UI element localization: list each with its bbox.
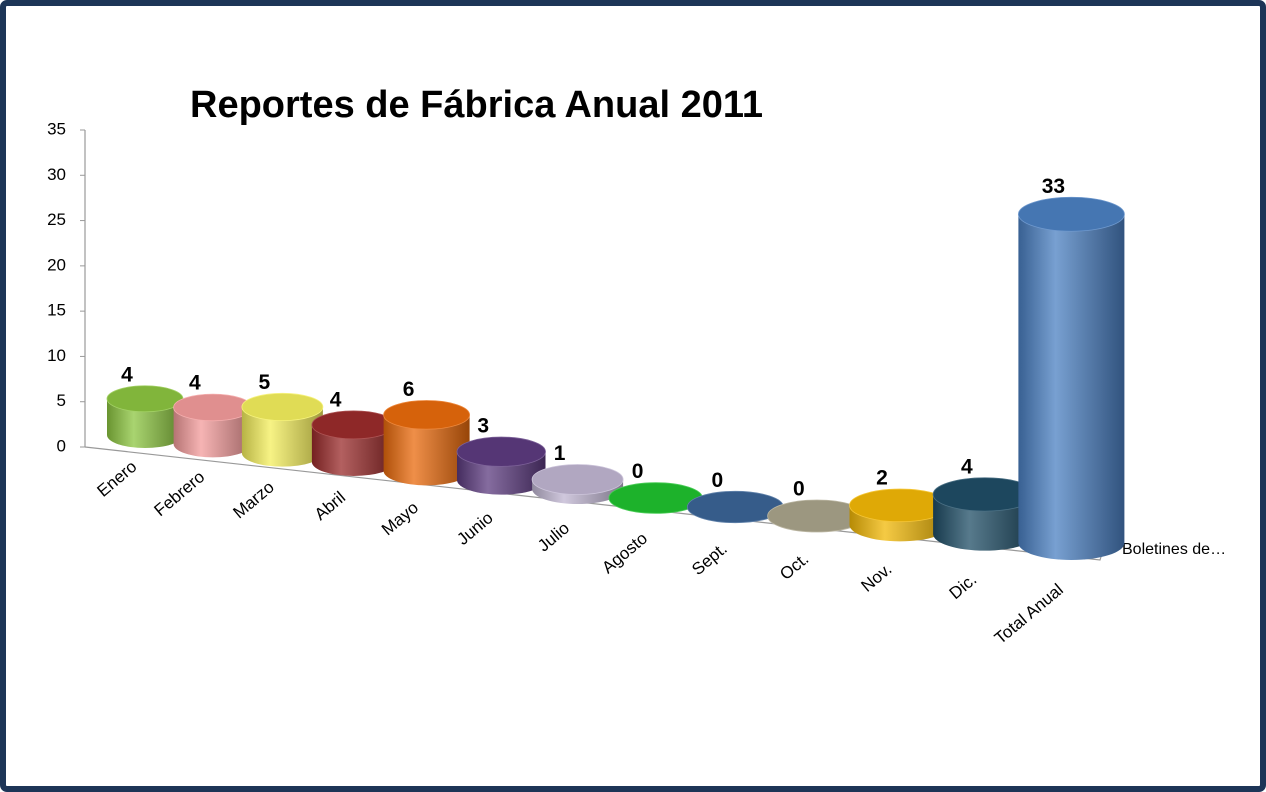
y-tick-label: 0 [57, 436, 66, 455]
data-label: 0 [712, 469, 724, 492]
data-label: 1 [554, 442, 566, 465]
cylinder-body [173, 407, 253, 458]
cylinder-top [173, 393, 253, 422]
cylinder-top [531, 464, 624, 495]
data-label: 0 [632, 460, 644, 483]
y-tick-label: 30 [47, 165, 66, 184]
data-label: 33 [1042, 175, 1065, 198]
data-label: 4 [961, 455, 973, 478]
data-label: 2 [876, 467, 888, 490]
data-label: 4 [121, 363, 133, 386]
data-label: 6 [403, 378, 415, 401]
cylinder-top [383, 400, 471, 430]
data-label: 4 [189, 372, 201, 395]
y-tick-label: 15 [47, 301, 66, 320]
cylinder-body [383, 414, 470, 486]
y-tick-label: 20 [47, 255, 66, 274]
cylinder-top [106, 385, 184, 413]
y-tick-label: 25 [47, 210, 66, 229]
cylinder-top [456, 436, 546, 467]
chart-title: Reportes de Fábrica Anual 2011 [190, 84, 763, 126]
cylinder-body [107, 398, 183, 448]
data-label: 5 [259, 371, 271, 394]
cylinder-top [311, 410, 396, 440]
series-label: Boletines de… [1122, 541, 1226, 558]
data-label: 3 [477, 415, 489, 438]
cylinder-top [241, 392, 324, 422]
y-tick-label: 5 [57, 391, 66, 410]
cylinder-body [1018, 214, 1125, 560]
cylinder-top [1018, 196, 1125, 232]
data-label: 0 [793, 478, 805, 501]
cylinder-body [311, 424, 396, 476]
y-tick-label: 10 [47, 346, 66, 365]
cylinder-body [241, 406, 323, 467]
data-label: 4 [330, 388, 342, 411]
y-tick-label: 35 [47, 119, 66, 138]
